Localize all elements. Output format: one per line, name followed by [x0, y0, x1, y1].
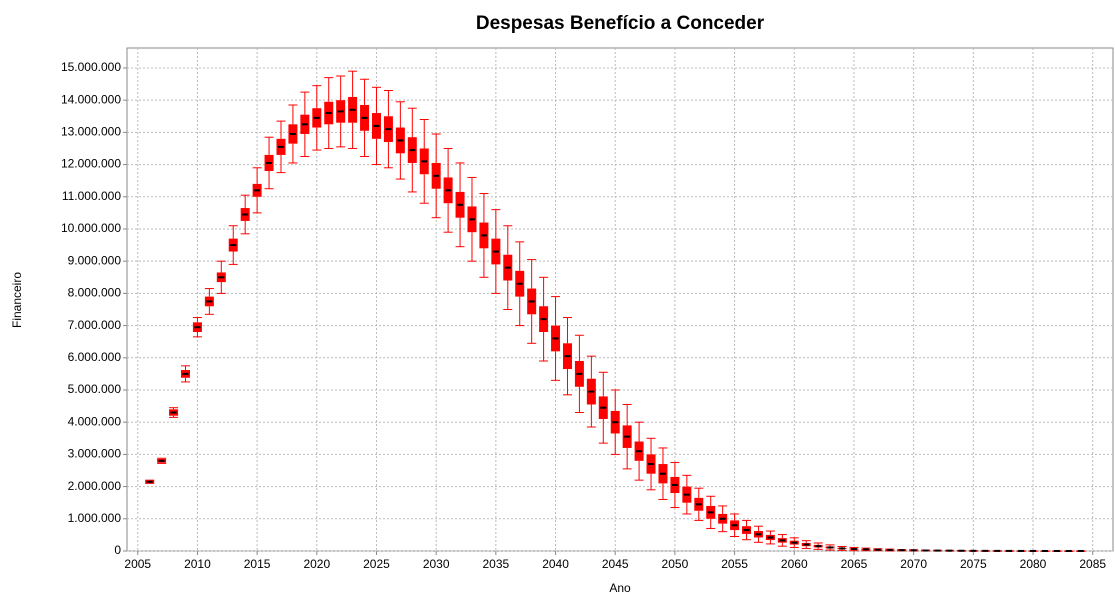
x-tick-label: 2005	[124, 557, 151, 571]
x-tick-label: 2045	[602, 557, 629, 571]
x-tick-label: 2050	[662, 557, 689, 571]
y-axis-label: Financeiro	[10, 272, 24, 328]
y-tick-label: 9.000.000	[68, 253, 122, 267]
x-axis-label: Ano	[609, 581, 631, 595]
x-tick-label: 2040	[542, 557, 569, 571]
x-tick-label: 2080	[1020, 557, 1047, 571]
y-tick-label: 6.000.000	[68, 350, 122, 364]
x-tick-label: 2060	[781, 557, 808, 571]
y-tick-label: 10.000.000	[61, 221, 121, 235]
y-tick-label: 15.000.000	[61, 60, 121, 74]
y-tick-label: 2.000.000	[68, 479, 122, 493]
x-tick-label: 2070	[900, 557, 927, 571]
x-tick-label: 2035	[483, 557, 510, 571]
y-tick-label: 12.000.000	[61, 157, 121, 171]
y-tick-label: 0	[114, 543, 121, 557]
chart-title: Despesas Benefício a Conceder	[476, 13, 765, 34]
y-tick-label: 8.000.000	[68, 286, 122, 300]
x-tick-label: 2025	[363, 557, 390, 571]
y-tick-label: 13.000.000	[61, 125, 121, 139]
x-tick-label: 2065	[841, 557, 868, 571]
x-tick-label: 2020	[303, 557, 330, 571]
x-tick-label: 2030	[423, 557, 450, 571]
x-tick-label: 2085	[1079, 557, 1106, 571]
y-tick-label: 3.000.000	[68, 447, 122, 461]
x-tick-label: 2075	[960, 557, 987, 571]
y-tick-label: 1.000.000	[68, 511, 122, 525]
y-tick-label: 5.000.000	[68, 382, 122, 396]
y-tick-label: 4.000.000	[68, 414, 122, 428]
x-tick-label: 2055	[721, 557, 748, 571]
x-tick-label: 2010	[184, 557, 211, 571]
plot-area	[126, 47, 1114, 552]
x-tick-label: 2015	[244, 557, 271, 571]
y-tick-label: 11.000.000	[62, 189, 121, 203]
y-tick-label: 7.000.000	[68, 318, 122, 332]
y-tick-label: 14.000.000	[61, 92, 121, 106]
